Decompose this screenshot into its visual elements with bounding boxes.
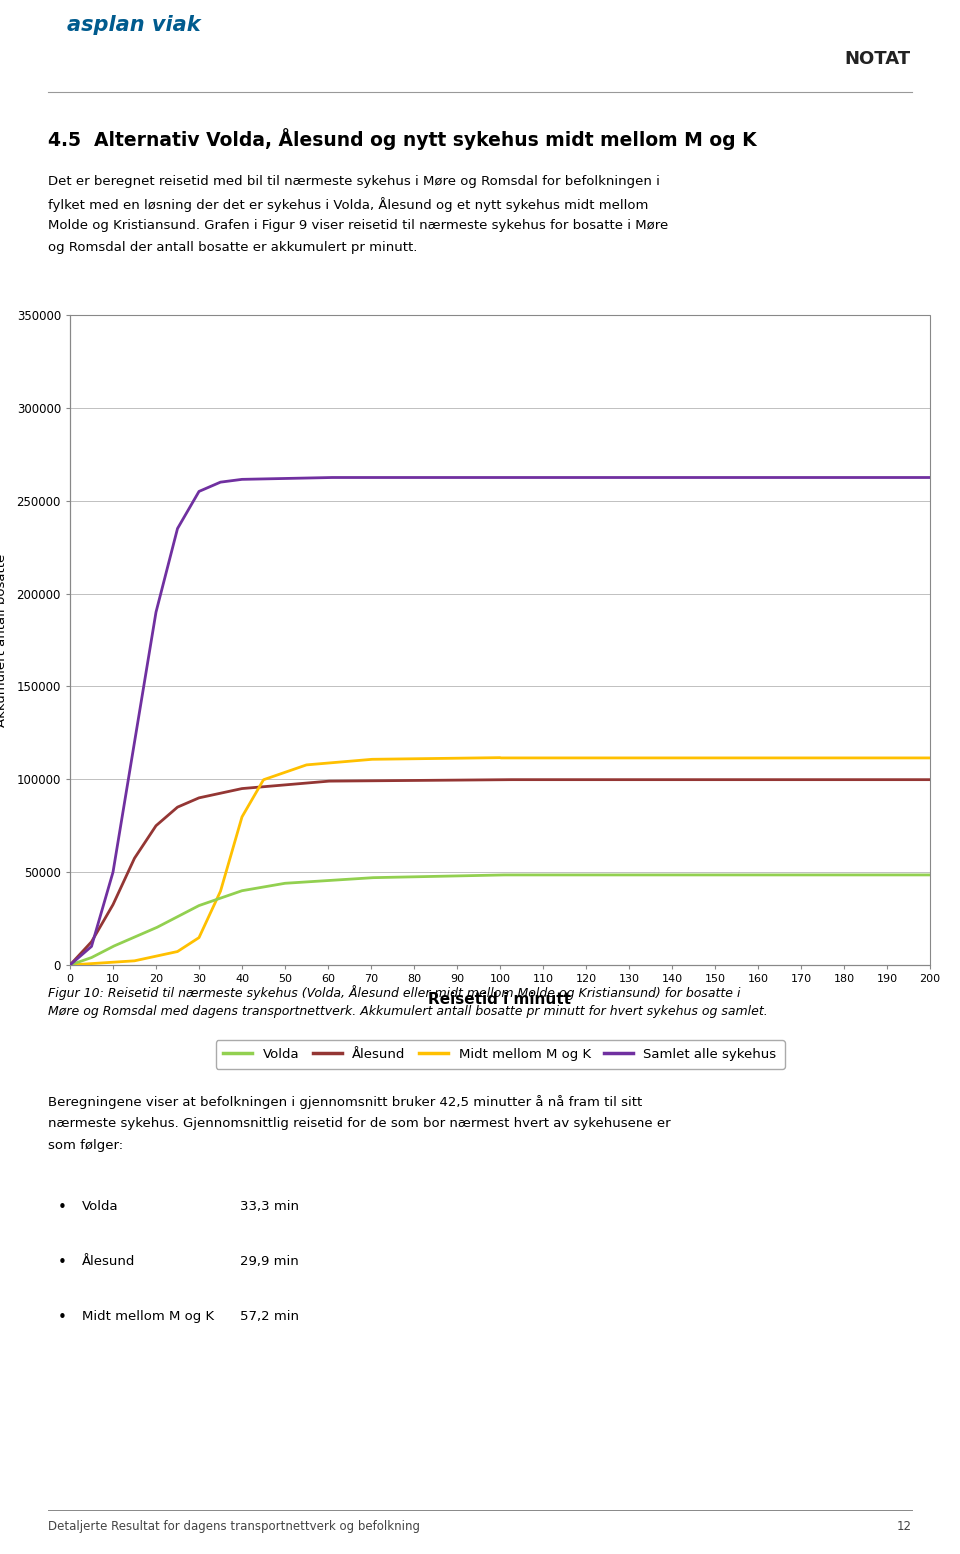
- Text: Beregningene viser at befolkningen i gjennomsnitt bruker 42,5 minutter å nå fram: Beregningene viser at befolkningen i gje…: [48, 1096, 642, 1110]
- Y-axis label: Akkumulert antall bosatte: Akkumulert antall bosatte: [0, 553, 9, 727]
- Text: Molde og Kristiansund. Grafen i Figur 9 viser reisetid til nærmeste sykehus for : Molde og Kristiansund. Grafen i Figur 9 …: [48, 219, 668, 232]
- Text: nærmeste sykehus. Gjennomsnittlig reisetid for de som bor nærmest hvert av sykeh: nærmeste sykehus. Gjennomsnittlig reiset…: [48, 1117, 671, 1130]
- Text: Midt mellom M og K: Midt mellom M og K: [82, 1310, 214, 1322]
- Text: •: •: [58, 1310, 66, 1326]
- Text: 33,3 min: 33,3 min: [240, 1200, 299, 1214]
- Text: som følger:: som følger:: [48, 1139, 123, 1152]
- Text: 57,2 min: 57,2 min: [240, 1310, 299, 1322]
- Text: 4.5  Alternativ Volda, Ålesund og nytt sykehus midt mellom M og K: 4.5 Alternativ Volda, Ålesund og nytt sy…: [48, 127, 756, 151]
- X-axis label: Reisetid i minutt: Reisetid i minutt: [428, 993, 571, 1007]
- Text: Figur 10: Reisetid til nærmeste sykehus (Volda, Ålesund eller midt mellom Molde : Figur 10: Reisetid til nærmeste sykehus …: [48, 985, 740, 999]
- Legend: Volda, Ålesund, Midt mellom M og K, Samlet alle sykehus: Volda, Ålesund, Midt mellom M og K, Saml…: [215, 1040, 784, 1069]
- Text: 29,9 min: 29,9 min: [240, 1256, 299, 1268]
- Text: NOTAT: NOTAT: [845, 50, 911, 68]
- Text: Møre og Romsdal med dagens transportnettverk. Akkumulert antall bosatte pr minut: Møre og Romsdal med dagens transportnett…: [48, 1005, 768, 1018]
- Bar: [70, 315, 930, 965]
- Text: •: •: [58, 1256, 66, 1270]
- Text: og Romsdal der antall bosatte er akkumulert pr minutt.: og Romsdal der antall bosatte er akkumul…: [48, 241, 418, 253]
- Text: Detaljerte Resultat for dagens transportnettverk og befolkning: Detaljerte Resultat for dagens transport…: [48, 1520, 420, 1532]
- Text: asplan viak: asplan viak: [67, 16, 201, 36]
- Text: Volda: Volda: [82, 1200, 118, 1214]
- Text: •: •: [58, 1200, 66, 1215]
- Text: fylket med en løsning der det er sykehus i Volda, Ålesund og et nytt sykehus mid: fylket med en løsning der det er sykehus…: [48, 197, 648, 211]
- Text: Det er beregnet reisetid med bil til nærmeste sykehus i Møre og Romsdal for befo: Det er beregnet reisetid med bil til nær…: [48, 176, 660, 188]
- Text: 12: 12: [897, 1520, 912, 1532]
- Text: Ålesund: Ålesund: [82, 1256, 135, 1268]
